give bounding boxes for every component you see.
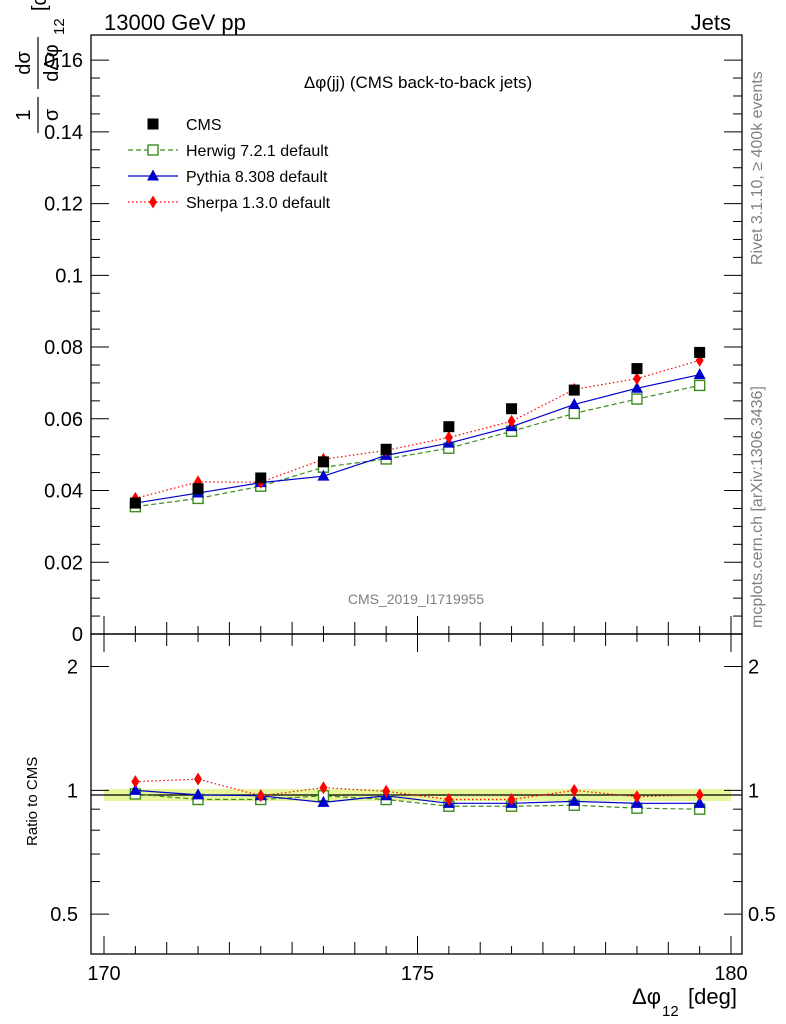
data-point-open-square [693, 379, 706, 392]
main-y-axis-label: 1 σ dσ dΔφ 12 [deg -1 ] [13, 0, 68, 133]
y-tick-label: 0.14 [44, 122, 83, 144]
data-point-triangle [147, 169, 159, 181]
series-line-1 [135, 384, 700, 508]
ylabel-num: 1 [13, 109, 35, 120]
y-tick-label: 0.02 [44, 552, 83, 574]
ratio-line-1 [135, 789, 700, 804]
header-left: 13000 GeV pp [104, 10, 246, 35]
data-point-square [129, 497, 141, 509]
ratio-y-tick-label: 2 [67, 657, 78, 679]
legend-label: Herwig 7.2.1 default [186, 143, 329, 160]
ylabel-sub: 12 [51, 18, 68, 35]
data-point-triangle [317, 469, 330, 481]
main-series-group [129, 346, 706, 513]
x-tick-labels: 170 175 180 [87, 963, 747, 985]
data-point-square [694, 346, 706, 358]
data-point-triangle [129, 783, 142, 795]
header-right: Jets [691, 10, 731, 35]
ratio-y-axis-label: Ratio to CMS [24, 757, 41, 846]
series-line-3 [135, 359, 700, 499]
side-label-source: mcplots.cern.ch [arXiv:1306.3436] [749, 386, 766, 628]
ratio-y-tick-labels: 0.5 0.5 1 1 2 2 [50, 657, 776, 927]
data-point-diamond [194, 772, 203, 786]
y-tick-label: 0.04 [44, 481, 83, 503]
data-point-square [568, 384, 580, 396]
data-point-diamond [319, 781, 328, 795]
main-y-tick-labels: 0 0.02 0.04 0.06 0.08 0.1 0.12 0.14 0.16 [44, 50, 83, 646]
ratio-y-tick-label-right: 1 [748, 780, 759, 802]
ratio-y-tick-label-right: 2 [748, 657, 759, 679]
ratio-y-tick-label: 0.5 [50, 904, 78, 926]
data-point-square [443, 421, 455, 433]
data-point-square [506, 403, 518, 415]
y-tick-label: 0.16 [44, 50, 83, 72]
legend-label: Sherpa 1.3.0 default [186, 195, 331, 212]
y-tick-label: 0.08 [44, 337, 83, 359]
x-axis-label: Δφ 12 [deg] [632, 984, 737, 1020]
ylabel-unit: [deg [29, 0, 51, 11]
ratio-x-ticks [103, 634, 732, 954]
ratio-series-group [129, 772, 706, 815]
x-tick-label: 175 [401, 963, 434, 985]
data-point-triangle [693, 796, 706, 808]
data-point-open-square [631, 393, 643, 405]
data-point-triangle [630, 381, 643, 393]
data-point-diamond [444, 793, 453, 807]
xlabel-unit: [deg] [688, 984, 737, 1009]
y-tick-label: 0.06 [44, 409, 83, 431]
data-point-diamond [632, 790, 641, 804]
ratio-plot-frame [90, 633, 743, 955]
data-point-square [631, 363, 643, 375]
data-point-diamond [632, 372, 641, 386]
ratio-line-0 [135, 793, 700, 810]
side-label-rivet: Rivet 3.1.10, ≥ 400k events [749, 71, 766, 265]
data-point-square [255, 472, 267, 484]
data-point-diamond [382, 784, 391, 798]
data-point-triangle [192, 788, 205, 800]
y-tick-label: 0.1 [55, 265, 83, 287]
data-point-square [192, 483, 204, 495]
ylabel-den: σ [41, 108, 63, 121]
ratio-line-2 [135, 778, 700, 801]
ylabel-dden: dΔφ [41, 44, 63, 81]
data-point-diamond [507, 414, 516, 428]
x-tick-label: 180 [714, 963, 747, 985]
data-point-diamond [507, 793, 516, 807]
legend: CMS Herwig 7.2.1 default Pythia 8.308 defa… [128, 117, 331, 212]
data-point-square [380, 443, 392, 455]
y-tick-label: 0.12 [44, 194, 83, 216]
watermark: CMS_2019_I1719955 [348, 591, 484, 607]
data-point-square [147, 118, 159, 130]
ratio-y-tick-label-right: 0.5 [748, 904, 776, 926]
y-tick-label: 0 [72, 624, 83, 646]
data-point-triangle [568, 794, 581, 806]
xlabel-main: Δφ [632, 984, 661, 1009]
main-title: Δφ(jj) (CMS back-to-back jets) [304, 73, 532, 92]
x-tick-label: 170 [87, 963, 120, 985]
legend-label: Pythia 8.308 default [186, 169, 328, 186]
data-point-triangle [693, 368, 706, 380]
data-point-open-square [568, 407, 580, 420]
data-point-triangle [317, 795, 330, 807]
data-point-triangle [568, 397, 581, 409]
ratio-y-ticks [91, 666, 742, 915]
data-point-diamond [256, 789, 265, 803]
data-point-diamond [131, 775, 140, 789]
legend-label: CMS [186, 117, 222, 134]
series-line-2 [135, 374, 700, 504]
data-point-diamond [570, 783, 579, 797]
data-point-open-square [147, 144, 159, 156]
data-point-diamond [695, 788, 704, 802]
ratio-y-tick-label: 1 [67, 780, 78, 802]
data-point-diamond [149, 195, 157, 209]
data-point-square [317, 456, 329, 468]
ylabel-dnum: dσ [13, 51, 35, 75]
xlabel-sub: 12 [662, 1003, 679, 1020]
data-point-diamond [444, 430, 453, 444]
main-x-ticks [103, 616, 732, 634]
main-y-ticks [91, 59, 742, 635]
